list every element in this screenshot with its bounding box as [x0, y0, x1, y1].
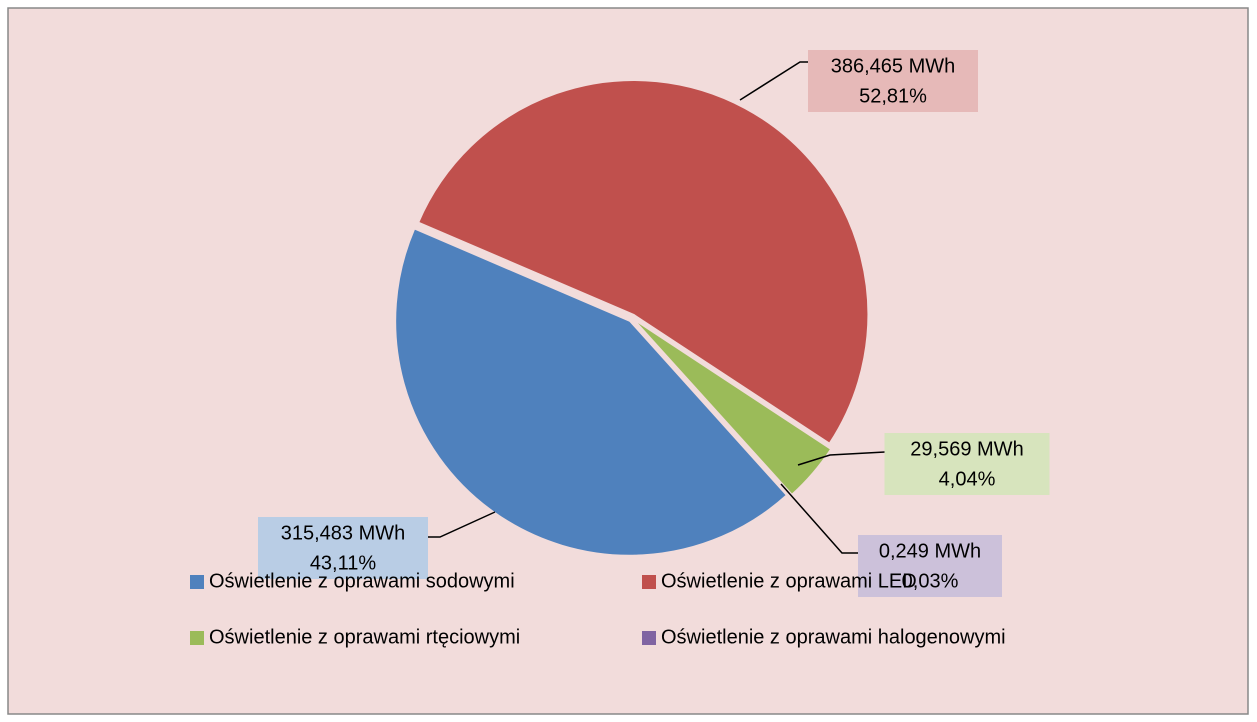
leader-line: [797, 451, 886, 466]
legend-label: Oświetlenie z oprawami sodowymi: [209, 570, 515, 592]
legend-swatch: [190, 631, 204, 645]
data-label: 52,81%: [859, 85, 927, 107]
legend-label: Oświetlenie z oprawami rtęciowymi: [209, 626, 520, 648]
leader-line: [739, 61, 808, 101]
data-label: 315,483 MWh: [281, 522, 406, 544]
pie-slice: [395, 228, 787, 556]
pie-slice: [418, 80, 869, 444]
legend-label: Oświetlenie z oprawami halogenowymi: [661, 626, 1006, 648]
leader-line: [780, 483, 858, 554]
data-label: 0,249 MWh: [879, 540, 981, 562]
legend-swatch: [190, 575, 204, 589]
data-label-box: [808, 50, 978, 112]
data-label-box: [258, 517, 428, 579]
leader-line: [428, 511, 496, 538]
legend-swatch: [642, 631, 656, 645]
legend-label: Oświetlenie z oprawami LED: [661, 570, 917, 592]
data-label-box: [884, 433, 1050, 495]
pie-slice: [634, 320, 832, 495]
legend-swatch: [642, 575, 656, 589]
data-label: 386,465 MWh: [831, 55, 956, 77]
data-label-box: [858, 535, 1002, 597]
data-label: 0,03%: [902, 570, 959, 592]
data-label: 4,04%: [939, 468, 996, 490]
data-label: 29,569 MWh: [910, 438, 1023, 460]
data-label: 43,11%: [310, 552, 377, 574]
